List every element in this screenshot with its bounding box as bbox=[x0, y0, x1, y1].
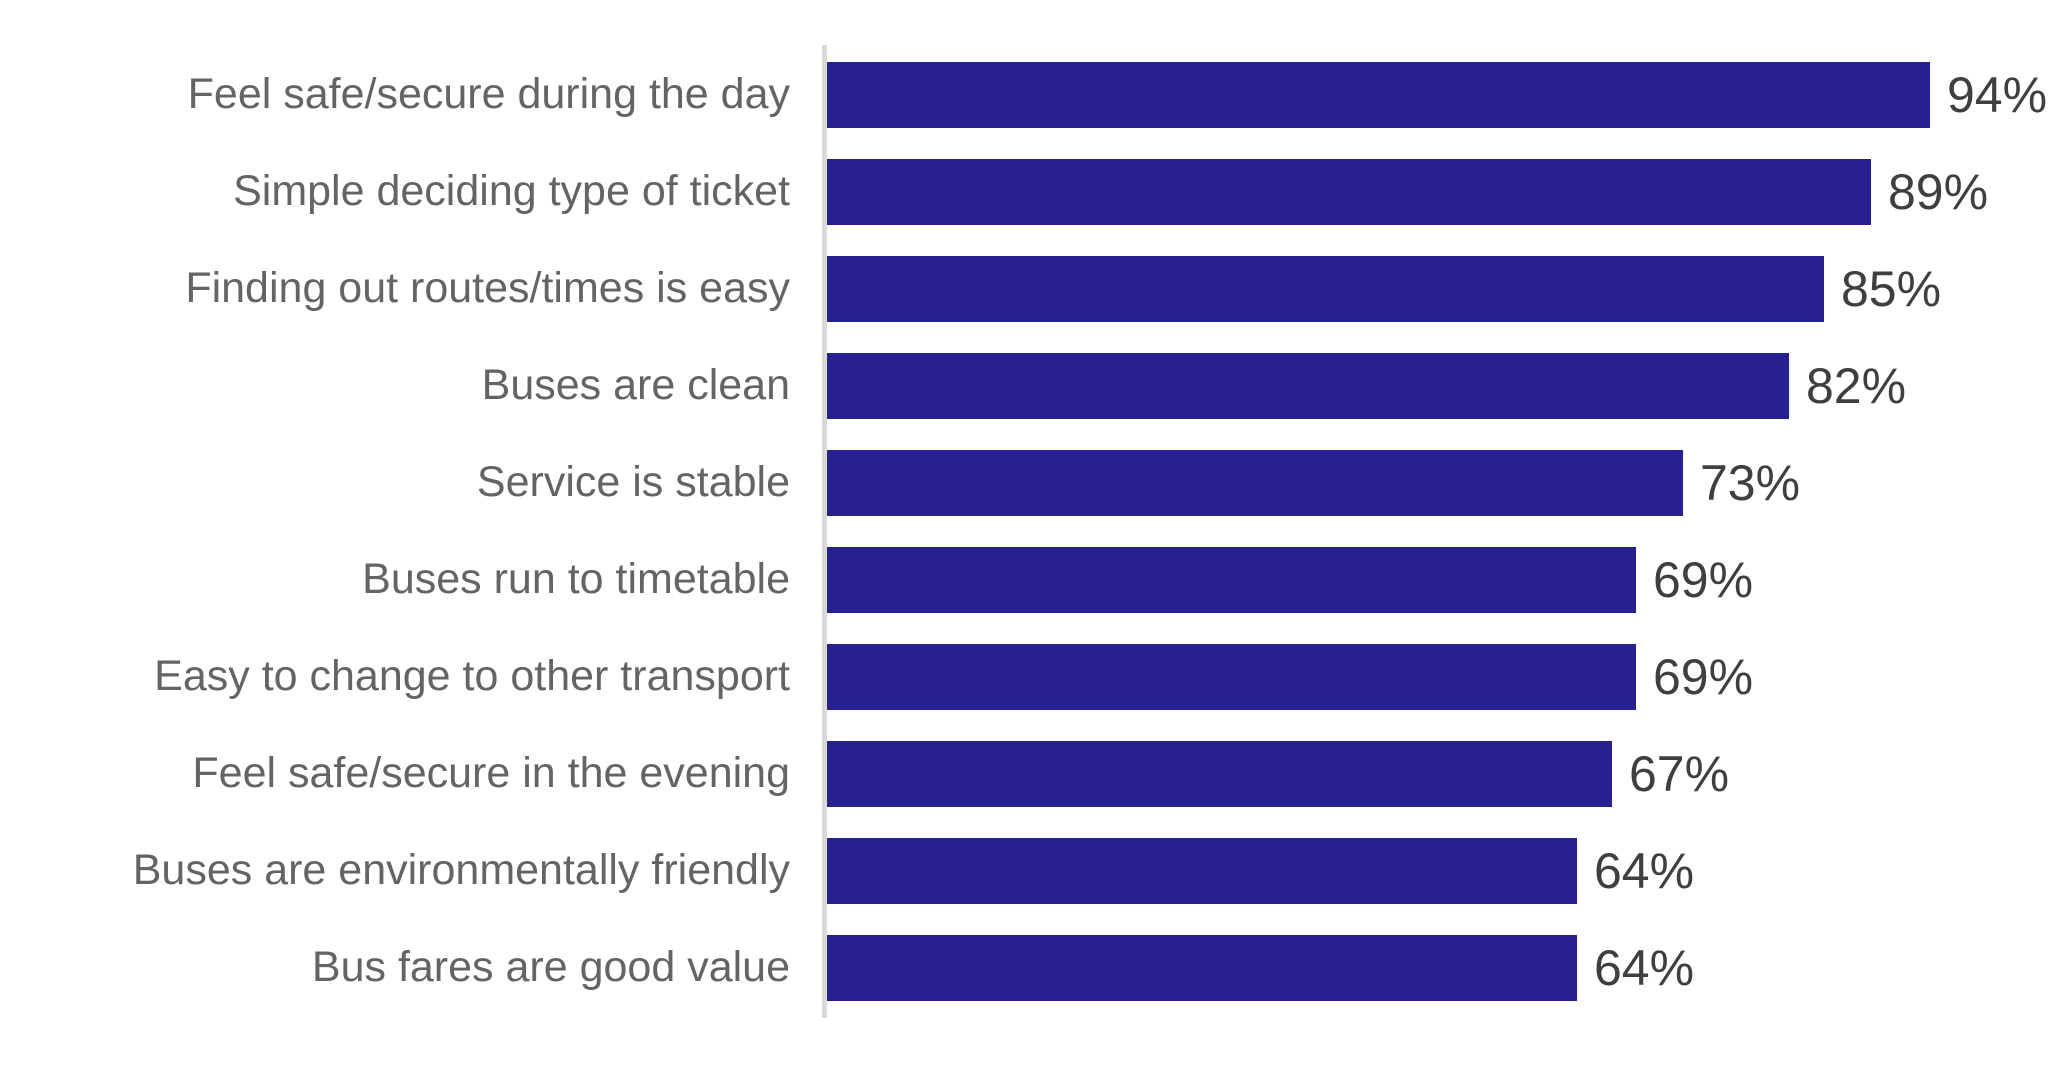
category-label: Bus fares are good value bbox=[311, 942, 790, 991]
category-label: Buses run to timetable bbox=[362, 554, 790, 603]
chart-rows: Feel safe/secure during the day 94% Simple… bbox=[0, 46, 2047, 1016]
bar-chart: Feel safe/secure during the day 94% Simple… bbox=[0, 45, 2047, 1018]
value-label: 73% bbox=[1700, 454, 1801, 511]
category-label: Finding out routes/times is easy bbox=[185, 263, 790, 312]
bar-track: 73% bbox=[825, 434, 1800, 531]
bar bbox=[825, 449, 1683, 516]
value-label: 94% bbox=[1947, 66, 2048, 123]
value-label: 64% bbox=[1594, 939, 1695, 996]
bar bbox=[825, 546, 1636, 613]
bar-track: 85% bbox=[825, 240, 1941, 337]
bar-row: Feel safe/secure during the day 94% bbox=[0, 46, 2047, 143]
category-label: Buses are environmentally friendly bbox=[132, 845, 790, 894]
category-label: Feel safe/secure in the evening bbox=[192, 748, 790, 797]
category-label: Simple deciding type of ticket bbox=[233, 166, 790, 215]
bar bbox=[825, 158, 1871, 225]
category-label: Easy to change to other transport bbox=[154, 651, 790, 700]
value-label: 69% bbox=[1653, 551, 1754, 608]
bar bbox=[825, 643, 1636, 710]
bar-track: 69% bbox=[825, 531, 1753, 628]
bar bbox=[825, 61, 1930, 128]
bar bbox=[825, 934, 1577, 1001]
bar bbox=[825, 255, 1824, 322]
bar-track: 82% bbox=[825, 337, 1906, 434]
bar-track: 67% bbox=[825, 725, 1729, 822]
category-label: Feel safe/secure during the day bbox=[187, 69, 790, 118]
bar-track: 94% bbox=[825, 46, 2047, 143]
bar-track: 64% bbox=[825, 822, 1694, 919]
bar-row: Buses are environmentally friendly 64% bbox=[0, 822, 2047, 919]
value-label: 69% bbox=[1653, 648, 1754, 705]
value-label: 82% bbox=[1806, 357, 1907, 414]
category-label: Buses are clean bbox=[481, 360, 790, 409]
bar-row: Buses run to timetable 69% bbox=[0, 531, 2047, 628]
bar bbox=[825, 837, 1577, 904]
value-label: 64% bbox=[1594, 842, 1695, 899]
bar-track: 64% bbox=[825, 919, 1694, 1016]
y-axis-line bbox=[822, 45, 827, 1018]
bar-row: Simple deciding type of ticket 89% bbox=[0, 143, 2047, 240]
bar-row: Easy to change to other transport 69% bbox=[0, 628, 2047, 725]
bar-row: Finding out routes/times is easy 85% bbox=[0, 240, 2047, 337]
bar-row: Buses are clean 82% bbox=[0, 337, 2047, 434]
bar-row: Feel safe/secure in the evening 67% bbox=[0, 725, 2047, 822]
bar-track: 69% bbox=[825, 628, 1753, 725]
value-label: 89% bbox=[1888, 163, 1989, 220]
bar-track: 89% bbox=[825, 143, 1988, 240]
bar bbox=[825, 352, 1789, 419]
bar-row: Bus fares are good value 64% bbox=[0, 919, 2047, 1016]
bar bbox=[825, 740, 1612, 807]
value-label: 85% bbox=[1841, 260, 1942, 317]
value-label: 67% bbox=[1629, 745, 1730, 802]
category-label: Service is stable bbox=[476, 457, 790, 506]
bar-row: Service is stable 73% bbox=[0, 434, 2047, 531]
